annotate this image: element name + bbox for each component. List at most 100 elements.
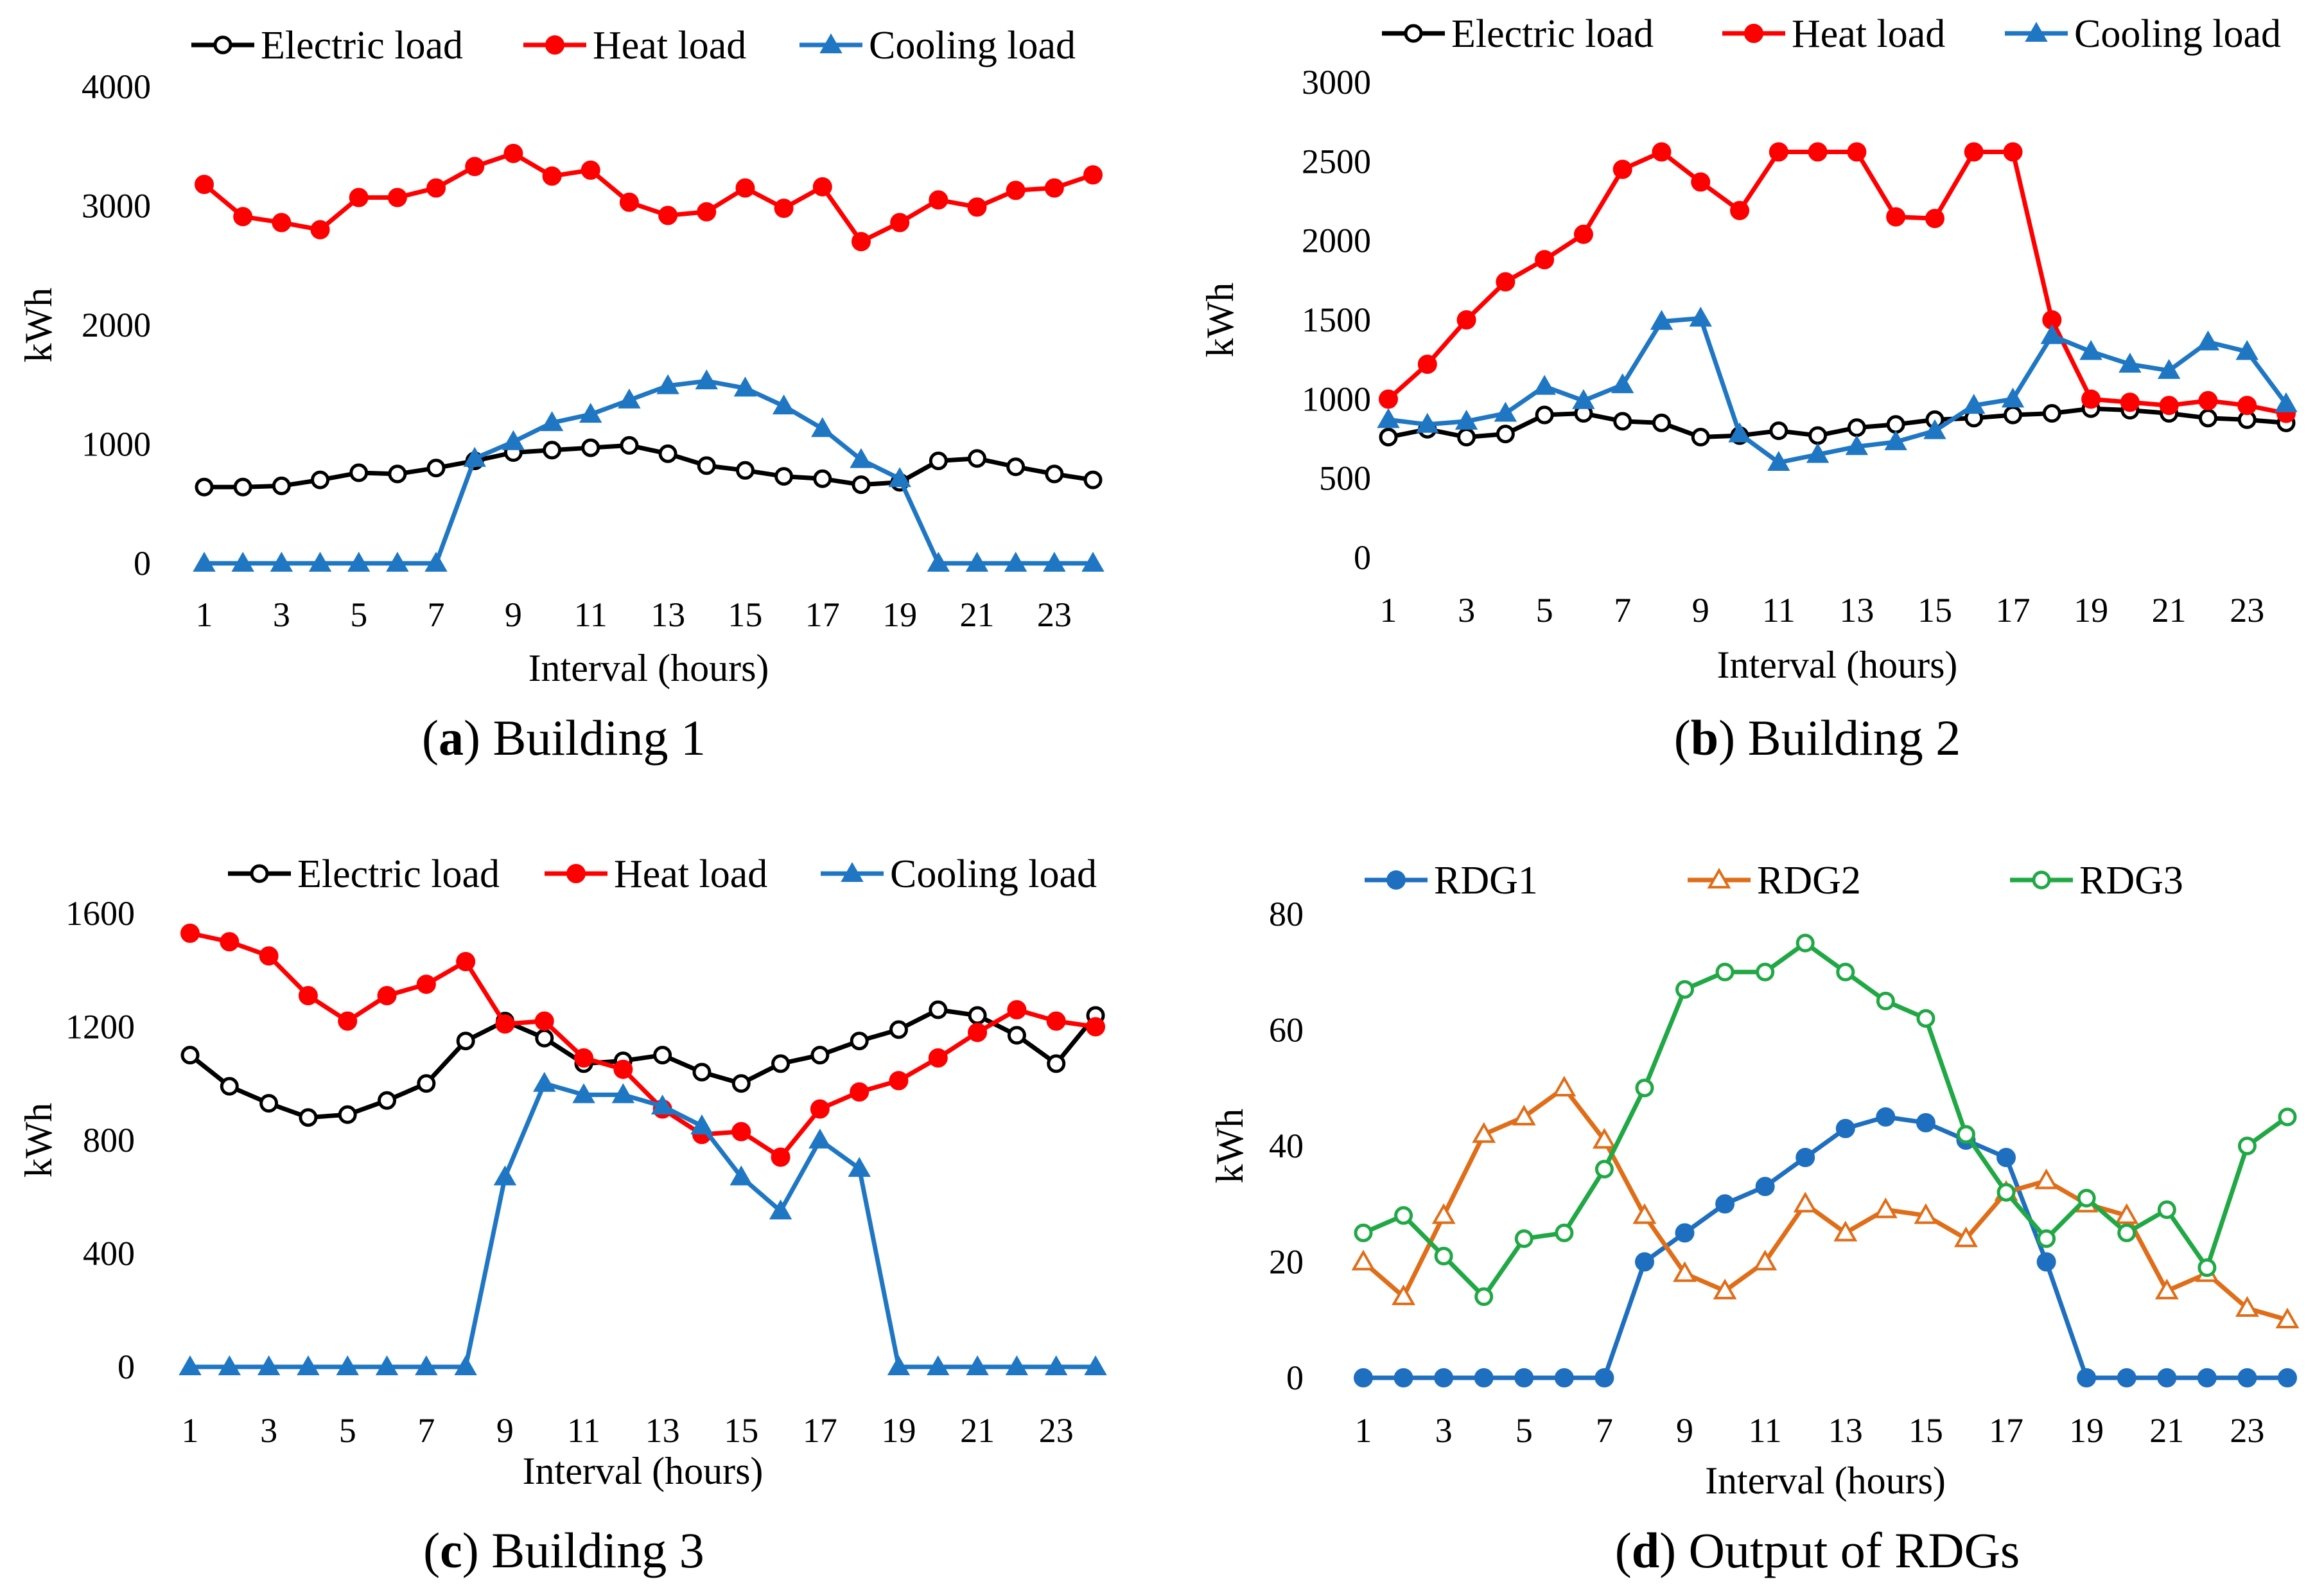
y-tick-label: 0 [118, 1348, 135, 1386]
legend-marker [213, 35, 232, 55]
data-point-heat-load [1847, 142, 1867, 162]
data-point-rdg2 [1914, 1203, 1938, 1224]
legend-label: Heat load [614, 852, 767, 896]
data-point-electric-load [889, 1020, 908, 1039]
data-point-cooling-load [1533, 374, 1556, 395]
data-point-heat-load [180, 923, 200, 943]
data-point-cooling-load [927, 1355, 950, 1375]
data-point-rdg2 [2275, 1307, 2300, 1328]
x-tick-label: 3 [1435, 1411, 1453, 1450]
x-tick-label: 5 [1516, 1411, 1533, 1450]
data-point-rdg2 [1472, 1122, 1496, 1143]
data-point-cooling-load [730, 1165, 753, 1186]
data-point-cooling-load [850, 448, 873, 468]
data-point-rdg1 [1474, 1368, 1494, 1387]
caption-title: Output of RDGs [1676, 1522, 2020, 1578]
data-point-rdg1 [2237, 1368, 2257, 1387]
y-tick-label: 2500 [1302, 142, 1371, 180]
data-point-rdg2 [1793, 1192, 1817, 1213]
data-point-electric-load [967, 449, 986, 468]
data-point-electric-load [1847, 418, 1866, 437]
x-tick-label: 9 [496, 1411, 514, 1450]
data-point-rdg1 [1594, 1368, 1614, 1387]
x-tick-label: 9 [1676, 1411, 1693, 1450]
series-line-cooling-load [188, 1081, 1098, 1369]
caption-letter: c [440, 1522, 462, 1578]
data-point-heat-load [697, 202, 717, 222]
data-point-cooling-load [966, 1355, 989, 1375]
data-point-rdg2 [1552, 1075, 1577, 1096]
data-point-heat-load [2159, 396, 2179, 416]
x-tick-label: 21 [2149, 1411, 2184, 1450]
data-point-rdg3 [1594, 1159, 1614, 1179]
data-point-electric-load [692, 1062, 712, 1082]
y-tick-label: 400 [83, 1235, 135, 1273]
data-point-cooling-load [1043, 551, 1066, 572]
data-point-heat-load [1044, 178, 1064, 198]
caption-open-paren: ( [1615, 1522, 1632, 1578]
data-point-rdg1 [1876, 1107, 1896, 1127]
data-point-rdg1 [1755, 1177, 1775, 1197]
data-point-electric-load [1808, 426, 1828, 445]
data-point-rdg1 [2077, 1368, 2097, 1387]
data-point-electric-load [1007, 1026, 1026, 1045]
y-axis-title: kWh [1209, 1109, 1251, 1184]
caption-open-paren: ( [422, 710, 439, 766]
data-point-rdg2 [1392, 1284, 1416, 1305]
caption-title: Building 2 [1735, 710, 1961, 766]
data-point-electric-load [338, 1105, 357, 1124]
legend-marker [1404, 24, 1423, 43]
caption-close-paren: ) [464, 710, 480, 766]
y-tick-label: 1200 [66, 1008, 135, 1046]
x-tick-label: 13 [1828, 1411, 1863, 1450]
x-tick-label: 17 [1996, 591, 2031, 629]
legend-label: Cooling load [869, 24, 1076, 67]
data-point-cooling-load [572, 1083, 595, 1104]
data-point-rdg3 [1474, 1287, 1494, 1307]
data-point-cooling-load [347, 551, 371, 572]
data-point-heat-load [889, 1071, 909, 1091]
data-point-heat-load [387, 188, 407, 207]
caption-letter: a [439, 710, 464, 766]
y-tick-label: 2000 [82, 306, 151, 344]
data-point-rdg3 [1394, 1206, 1413, 1225]
data-point-heat-load [272, 213, 292, 233]
x-tick-label: 19 [882, 595, 917, 634]
data-point-heat-load [1046, 1011, 1066, 1031]
series-line-heat-load [188, 931, 1098, 1159]
data-point-rdg3 [1354, 1223, 1373, 1242]
panel-caption: (a) Building 1 [422, 710, 706, 766]
data-point-electric-load [1496, 425, 1515, 444]
x-tick-label: 23 [2230, 1411, 2264, 1450]
x-tick-label: 17 [803, 1411, 837, 1450]
data-point-electric-load [1047, 1054, 1066, 1073]
data-point-electric-load [349, 463, 369, 482]
legend-label: RDG3 [2079, 859, 2183, 902]
data-point-electric-load [581, 438, 600, 457]
legend-label: Cooling load [890, 852, 1097, 896]
data-point-cooling-load [1004, 551, 1027, 572]
legend-marker [2032, 870, 2051, 890]
y-tick-label: 0 [134, 544, 151, 583]
data-point-electric-load [697, 456, 716, 475]
data-point-heat-load [233, 207, 253, 227]
data-point-cooling-load [308, 551, 332, 572]
data-point-cooling-load [848, 1157, 871, 1177]
x-tick-label: 19 [881, 1411, 916, 1450]
data-point-electric-load [535, 1028, 554, 1048]
data-point-rdg2 [1954, 1226, 1978, 1247]
y-tick-label: 2000 [1302, 222, 1371, 260]
data-point-electric-load [426, 459, 446, 478]
data-point-cooling-load [463, 446, 486, 467]
x-tick-label: 23 [1039, 1411, 1074, 1450]
data-point-heat-load [1496, 272, 1516, 292]
data-point-rdg3 [1996, 1183, 2016, 1202]
caption-open-paren: ( [423, 1522, 440, 1578]
data-point-electric-load [653, 1046, 672, 1065]
data-point-cooling-load [502, 430, 525, 450]
x-tick-label: 15 [724, 1411, 758, 1450]
panel-caption: (d) Output of RDGs [1615, 1522, 2020, 1578]
data-point-electric-load [299, 1108, 318, 1127]
data-point-heat-load [220, 932, 240, 952]
data-point-heat-load [310, 220, 330, 240]
